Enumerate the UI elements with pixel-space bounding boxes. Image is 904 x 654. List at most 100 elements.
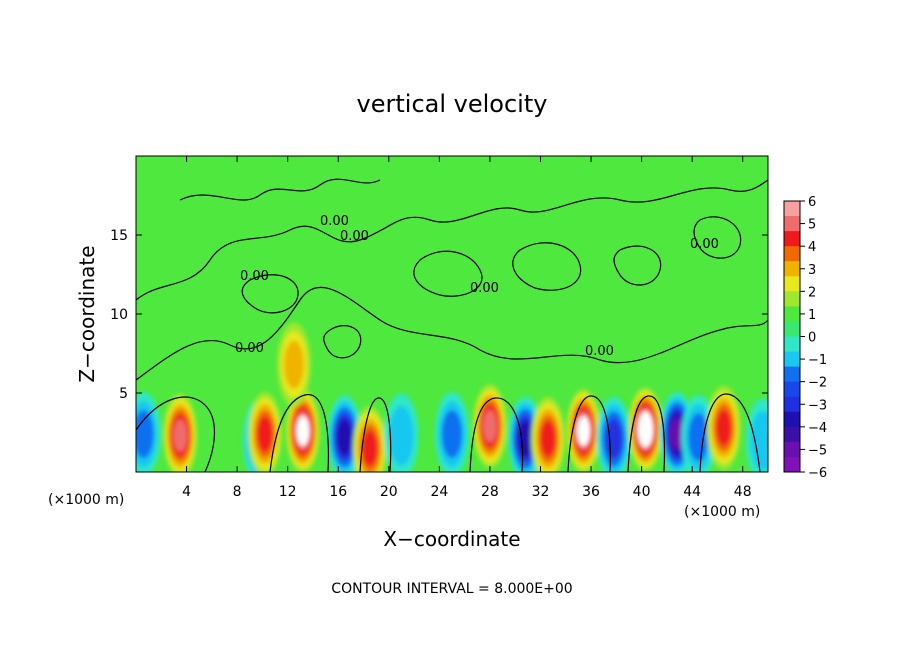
- colorbar-swatch: [784, 351, 800, 368]
- velocity-cell: [389, 405, 414, 466]
- x-tick-label: 40: [633, 484, 651, 500]
- colorbar-swatch: [784, 201, 800, 217]
- colorbar-tick-label: 3: [808, 263, 816, 278]
- velocity-cell: [750, 410, 768, 471]
- y-axis-label: Z−coordinate: [75, 245, 99, 382]
- colorbar-tick-label: 4: [808, 240, 816, 255]
- colorbar-swatch: [784, 396, 800, 413]
- colorbar-swatch: [784, 216, 800, 232]
- velocity-cell: [716, 409, 732, 446]
- velocity-cell: [136, 410, 154, 459]
- x-tick-label: 28: [481, 484, 499, 500]
- x-tick-label: 36: [582, 484, 600, 500]
- colorbar-tick-label: −2: [808, 376, 827, 391]
- contour-label: 0.00: [235, 341, 264, 356]
- contour-line: [469, 397, 524, 472]
- colorbar-swatch: [784, 321, 800, 337]
- colorbar-tick-label: 6: [808, 195, 816, 210]
- contour-line: [323, 325, 362, 359]
- velocity-field: [136, 322, 768, 472]
- colorbar-tick-label: 2: [808, 285, 816, 300]
- contour-label: 0.00: [690, 237, 719, 252]
- colorbar-swatch: [784, 291, 800, 307]
- colorbar-tick-label: 0: [808, 331, 816, 346]
- colorbar-tick-label: −1: [808, 353, 827, 368]
- x-tick-label: 20: [380, 484, 398, 500]
- y-axis-ticks: 5 10 15: [110, 228, 768, 402]
- x-unit-left: (×1000 m): [48, 492, 124, 508]
- velocity-cell: [605, 418, 623, 460]
- x-tick-label: 24: [430, 484, 448, 500]
- velocity-cell: [540, 420, 556, 457]
- velocity-cell: [257, 416, 273, 453]
- x-axis-label: X−coordinate: [383, 527, 520, 551]
- contour-line: [179, 178, 381, 201]
- velocity-cell: [336, 419, 353, 456]
- colorbar: 6 5 4 3 2 1 0 −1 −2 −3 −4 −5 −6: [783, 195, 827, 481]
- plot-area: 0.000.000.000.000.000.000.00 4 8 12 16 20 24 2…: [110, 155, 769, 500]
- y-tick-label: 5: [119, 386, 128, 402]
- contour-label: 0.00: [340, 229, 369, 244]
- x-tick-label: 32: [532, 484, 550, 500]
- colorbar-swatch: [784, 381, 800, 398]
- velocity-cell: [517, 420, 533, 457]
- contour-label: 0.00: [240, 269, 269, 284]
- velocity-cell: [362, 430, 378, 467]
- colorbar-swatch: [784, 231, 800, 247]
- velocity-cell: [284, 340, 304, 389]
- colorbar-tick-label: −3: [808, 398, 827, 413]
- colorbar-ticks: 6 5 4 3 2 1 0 −1 −2 −3 −4 −5 −6: [800, 195, 827, 481]
- contour-line: [627, 395, 666, 472]
- x-axis-ticks: 4 8 12 16 20 24 28 32 36 40 44 48: [182, 156, 752, 500]
- contour-line: [136, 179, 768, 301]
- contour-label: 0.00: [585, 344, 614, 359]
- contour-line: [693, 216, 742, 259]
- velocity-cell: [482, 409, 497, 443]
- x-tick-label: 12: [279, 484, 297, 500]
- velocity-cell: [669, 417, 684, 451]
- colorbar-swatch: [784, 426, 800, 443]
- x-tick-label: 8: [233, 484, 242, 500]
- colorbar-swatches: [784, 201, 800, 473]
- colorbar-swatch: [784, 366, 800, 383]
- contour-line: [699, 393, 761, 472]
- contour-line: [567, 395, 611, 472]
- x-tick-label: 44: [683, 484, 701, 500]
- colorbar-tick-label: −5: [808, 443, 827, 458]
- y-tick-label: 15: [110, 228, 128, 244]
- x-tick-label: 16: [329, 484, 347, 500]
- colorbar-tick-label: 5: [808, 218, 816, 233]
- colorbar-tick-label: −4: [808, 421, 827, 436]
- contour-line: [359, 397, 392, 472]
- x-unit-right: (×1000 m): [684, 504, 760, 520]
- contour-line: [136, 396, 216, 472]
- contour-line: [613, 245, 662, 286]
- colorbar-swatch: [784, 441, 800, 458]
- colorbar-swatch: [784, 336, 800, 353]
- colorbar-tick-label: 1: [808, 308, 816, 323]
- contour-line: [241, 274, 299, 314]
- velocity-cell: [173, 419, 188, 452]
- contour-line: [136, 286, 768, 381]
- colorbar-swatch: [784, 246, 800, 262]
- colorbar-swatch: [784, 306, 800, 322]
- colorbar-swatch: [784, 456, 800, 473]
- contour-line: [512, 242, 582, 291]
- colorbar-swatch: [784, 261, 800, 277]
- y-tick-label: 10: [110, 307, 128, 323]
- velocity-cell: [688, 413, 709, 462]
- contour-label: 0.00: [320, 214, 349, 229]
- velocity-cell: [442, 410, 462, 459]
- zero-contours: [136, 178, 768, 472]
- x-tick-label: 4: [182, 484, 191, 500]
- colorbar-swatch: [784, 411, 800, 428]
- contour-line: [413, 250, 483, 297]
- contour-label: 0.00: [470, 281, 499, 296]
- velocity-cell: [296, 415, 310, 446]
- colorbar-swatch: [784, 276, 800, 292]
- velocity-cell: [639, 415, 652, 444]
- chart-title: vertical velocity: [357, 90, 548, 118]
- contour-interval-note: CONTOUR INTERVAL = 8.000E+00: [331, 581, 572, 597]
- velocity-cell: [576, 415, 590, 446]
